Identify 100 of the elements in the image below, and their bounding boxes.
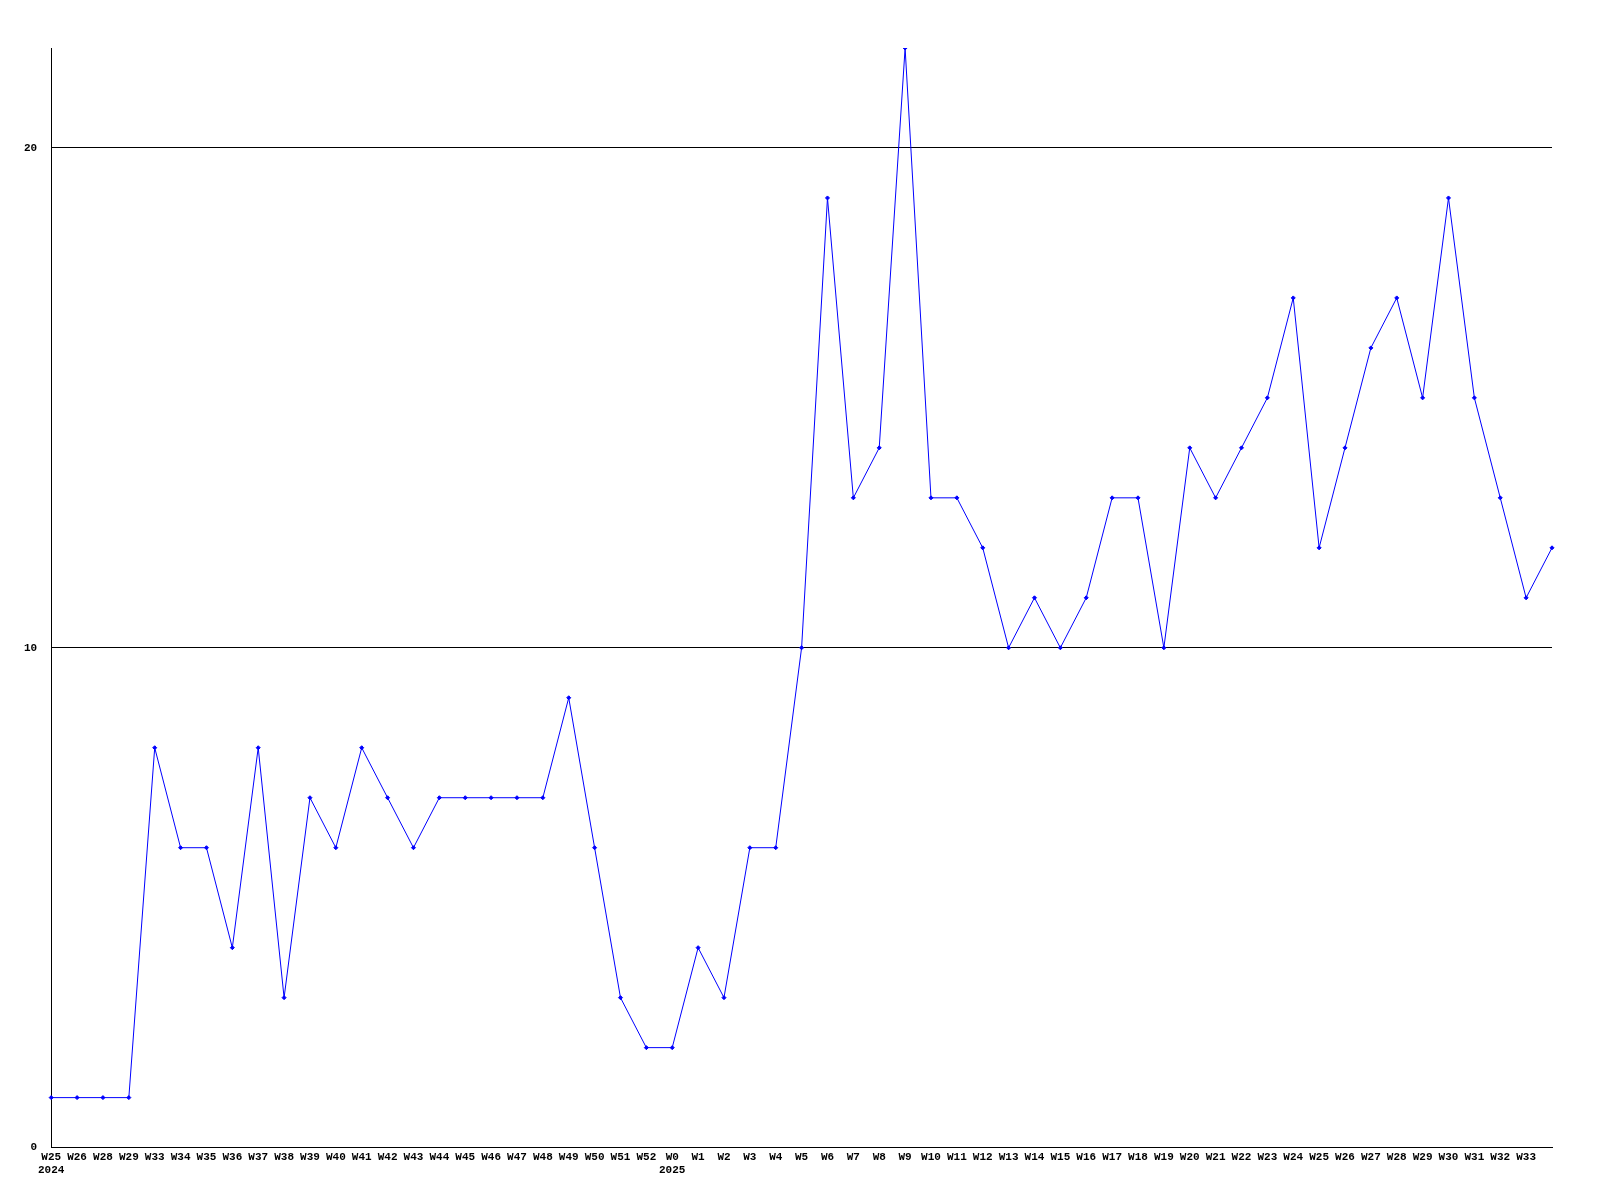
point	[48, 1095, 54, 1101]
x-tick-label: W27	[1360, 1150, 1381, 1163]
x-tick-label: W51	[610, 1150, 631, 1163]
point	[255, 745, 261, 751]
y-tick-label: 20	[24, 141, 38, 154]
point	[1083, 595, 1089, 601]
point	[152, 745, 158, 751]
x-tick-label: W36	[222, 1150, 243, 1163]
point	[488, 795, 494, 801]
x-tick-label: W43	[403, 1150, 424, 1163]
point	[824, 195, 830, 201]
x-tick-label: W16	[1076, 1150, 1097, 1163]
x-tick-label: W9	[898, 1150, 912, 1163]
point	[980, 545, 986, 551]
x-tick-label: W6	[820, 1150, 835, 1163]
point	[1342, 445, 1348, 451]
x-tick-label: W3	[743, 1150, 757, 1163]
point	[566, 695, 572, 701]
point	[100, 1095, 106, 1101]
x-tick-label: W17	[1102, 1150, 1123, 1163]
x-tick-label: W20	[1179, 1150, 1200, 1163]
point	[1368, 345, 1374, 351]
x-tick-label: W13	[998, 1150, 1019, 1163]
point	[669, 1045, 675, 1051]
point	[1420, 395, 1426, 401]
point	[876, 445, 882, 451]
y-tick-label: 0	[30, 1141, 38, 1154]
x-tick-label: W19	[1153, 1150, 1174, 1163]
x-tick-label: W0 2025	[659, 1150, 686, 1177]
point	[333, 845, 339, 851]
point	[540, 795, 546, 801]
point	[747, 845, 753, 851]
point	[850, 495, 856, 501]
point	[462, 795, 468, 801]
point	[1316, 545, 1322, 551]
x-tick-label: W15	[1050, 1150, 1071, 1163]
point	[799, 645, 805, 651]
point	[1446, 195, 1451, 201]
x-tick-label: W30	[1438, 1150, 1459, 1163]
point	[1161, 645, 1167, 651]
x-tick-label: W14	[1024, 1150, 1045, 1163]
x-tick-label: W33	[144, 1150, 165, 1163]
x-tick-label: W49	[558, 1150, 579, 1163]
x-tick-label: W33	[1516, 1150, 1537, 1163]
point	[773, 845, 779, 851]
x-tick-label: W35	[196, 1150, 217, 1163]
x-tick-label: W12	[972, 1150, 993, 1163]
point	[410, 845, 416, 851]
x-tick-label: W18	[1128, 1150, 1149, 1163]
x-tick-label: W29	[1412, 1150, 1433, 1163]
point	[695, 945, 701, 951]
point	[1497, 495, 1503, 501]
x-tick-label: W39	[300, 1150, 320, 1163]
x-tick-label: W21	[1205, 1150, 1226, 1163]
point	[1523, 595, 1529, 601]
x-tick-label: W41	[351, 1150, 373, 1163]
point	[1394, 295, 1400, 301]
x-tick-label: W47	[507, 1150, 527, 1163]
x-tick-label: W1	[691, 1150, 706, 1163]
y-tick-label: 10	[24, 641, 38, 654]
point	[307, 795, 313, 801]
point	[436, 795, 442, 801]
point	[1031, 595, 1037, 601]
point	[514, 795, 520, 801]
point	[1549, 545, 1555, 551]
point	[954, 495, 960, 501]
x-tick-label: W37	[248, 1150, 269, 1163]
point	[1006, 645, 1012, 651]
x-tick-label: W7	[846, 1150, 860, 1163]
point	[1471, 395, 1477, 401]
x-tick-label: W23	[1257, 1150, 1278, 1163]
point	[1290, 295, 1296, 301]
point	[203, 845, 209, 851]
point	[281, 995, 287, 1001]
x-tick-label: W32	[1490, 1150, 1511, 1163]
point	[178, 845, 184, 851]
x-tick-label: W28	[1386, 1150, 1408, 1163]
x-tick-label: W2	[717, 1150, 731, 1163]
x-tick-label: W50	[584, 1150, 605, 1163]
point	[1238, 445, 1244, 451]
point	[1187, 445, 1193, 451]
point	[1264, 395, 1270, 401]
x-tick-label: W26	[67, 1150, 87, 1163]
point	[592, 845, 598, 851]
x-tick-label: W40	[325, 1150, 346, 1163]
x-tick-label: W34	[170, 1150, 191, 1163]
point	[1109, 495, 1115, 501]
x-tick-label: W26	[1335, 1150, 1355, 1163]
x-tick-label: W10	[921, 1150, 941, 1163]
point	[928, 495, 934, 501]
point	[359, 745, 365, 751]
x-tick-label: W22	[1231, 1150, 1252, 1163]
point	[1057, 645, 1063, 651]
x-tick-label: W8	[872, 1150, 887, 1163]
x-tick-label: W46	[481, 1150, 501, 1163]
x-tick-label: W38	[274, 1150, 295, 1163]
point	[229, 945, 235, 951]
x-tick-label: W45	[455, 1150, 476, 1163]
x-tick-label: W25	[1309, 1150, 1330, 1163]
point	[74, 1095, 80, 1101]
